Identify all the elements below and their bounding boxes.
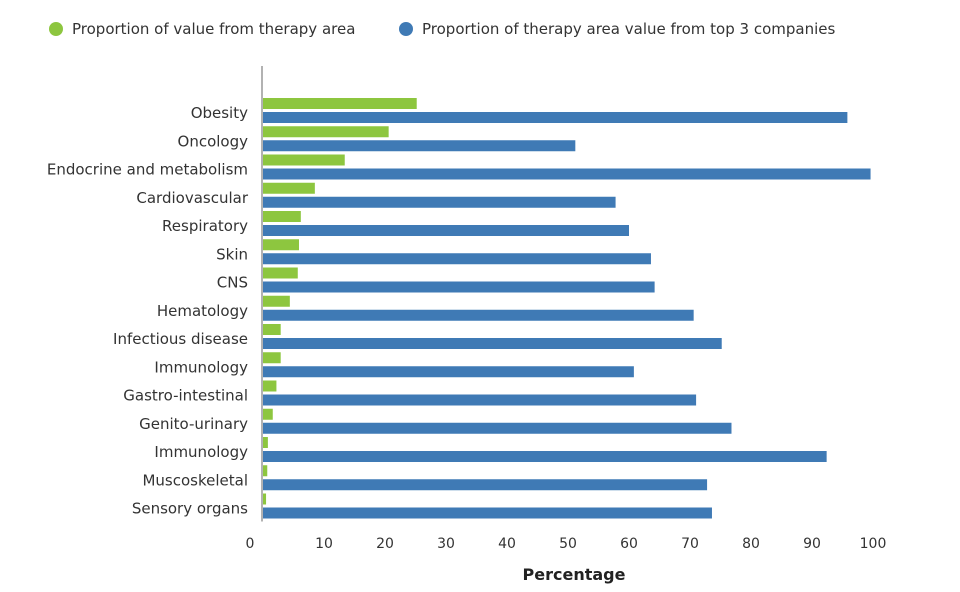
bar-therapy-area-oncology-1 xyxy=(263,126,389,138)
x-axis-title: Percentage xyxy=(523,565,626,584)
legend-marker-therapy-area xyxy=(49,22,63,36)
bar-therapy-area-immunology-12 xyxy=(263,437,268,448)
bar-therapy-area-genito-urinary-11 xyxy=(263,408,273,420)
x-tick-label-70: 70 xyxy=(681,536,699,552)
category-label-endocrine-and-metabolism-2: Endocrine and metabolism xyxy=(47,161,248,179)
bar-top3-companies-hematology-7 xyxy=(263,309,694,321)
x-tick-label-90: 90 xyxy=(803,536,821,552)
bar-top3-companies-immunology-9 xyxy=(263,366,634,378)
bar-top3-companies-skin-5 xyxy=(263,253,651,265)
category-label-skin-5: Skin xyxy=(216,245,248,263)
x-tick-label-20: 20 xyxy=(376,536,394,552)
category-label-cns-6: CNS xyxy=(217,274,248,292)
bar-top3-companies-muscoskeletal-13 xyxy=(263,479,708,491)
bar-therapy-area-respiratory-4 xyxy=(263,211,301,222)
x-tick-label-60: 60 xyxy=(620,536,638,552)
bar-top3-companies-gastro-intestinal-10 xyxy=(263,394,697,406)
category-label-respiratory-4: Respiratory xyxy=(162,217,248,235)
category-label-genito-urinary-11: Genito-urinary xyxy=(139,415,248,433)
category-label-hematology-7: Hematology xyxy=(157,302,248,320)
category-label-gastro-intestinal-10: Gastro-intestinal xyxy=(123,387,248,405)
category-label-obesity-0: Obesity xyxy=(191,104,248,122)
category-label-immunology-12: Immunology xyxy=(154,443,248,461)
x-axis-ticks: 0 10 20 30 40 50 60 70 80 90 100 xyxy=(246,536,887,552)
category-label-immunology-9: Immunology xyxy=(154,358,248,376)
x-tick-label-50: 50 xyxy=(559,536,577,552)
legend: Proportion of value from therapy area Pr… xyxy=(49,20,835,38)
category-label-infectious-disease-8: Infectious disease xyxy=(113,330,248,348)
bar-therapy-area-gastro-intestinal-10 xyxy=(263,380,277,392)
bar-top3-companies-infectious-disease-8 xyxy=(263,338,722,349)
bar-top3-companies-endocrine-and-metabolism-2 xyxy=(263,168,871,180)
legend-marker-top3-companies xyxy=(399,22,413,36)
category-label-sensory-organs-14: Sensory organs xyxy=(132,500,248,518)
bar-top3-companies-cns-6 xyxy=(263,281,655,293)
x-tick-label-30: 30 xyxy=(437,536,455,552)
bar-therapy-area-immunology-9 xyxy=(263,352,281,364)
bar-top3-companies-immunology-12 xyxy=(263,451,827,462)
bars xyxy=(263,98,871,519)
x-tick-label-10: 10 xyxy=(315,536,333,552)
bar-therapy-area-obesity-0 xyxy=(263,98,417,109)
category-label-muscoskeletal-13: Muscoskeletal xyxy=(142,471,248,489)
bar-top3-companies-genito-urinary-11 xyxy=(263,422,732,434)
bar-top3-companies-sensory-organs-14 xyxy=(263,507,712,519)
bar-therapy-area-sensory-organs-14 xyxy=(263,493,267,505)
x-tick-label-40: 40 xyxy=(498,536,516,552)
bar-therapy-area-skin-5 xyxy=(263,239,299,251)
legend-label-therapy-area: Proportion of value from therapy area xyxy=(72,20,355,38)
category-label-oncology-1: Oncology xyxy=(178,132,249,150)
category-label-cardiovascular-3: Cardiovascular xyxy=(136,189,248,207)
bar-top3-companies-respiratory-4 xyxy=(263,225,629,236)
category-labels: Obesity Oncology Endocrine and metabolism C… xyxy=(47,104,249,518)
x-tick-label-0: 0 xyxy=(246,536,255,552)
bar-therapy-area-cns-6 xyxy=(263,267,298,279)
bar-top3-companies-cardiovascular-3 xyxy=(263,196,616,208)
x-tick-label-80: 80 xyxy=(742,536,760,552)
bar-therapy-area-hematology-7 xyxy=(263,295,290,307)
bar-therapy-area-endocrine-and-metabolism-2 xyxy=(263,154,345,166)
bar-top3-companies-oncology-1 xyxy=(263,140,576,152)
bar-therapy-area-infectious-disease-8 xyxy=(263,324,281,335)
legend-label-top3-companies: Proportion of therapy area value from to… xyxy=(422,20,835,38)
bar-therapy-area-muscoskeletal-13 xyxy=(263,465,268,477)
bar-top3-companies-obesity-0 xyxy=(263,112,848,123)
x-tick-label-100: 100 xyxy=(860,536,887,552)
bar-therapy-area-cardiovascular-3 xyxy=(263,182,315,194)
